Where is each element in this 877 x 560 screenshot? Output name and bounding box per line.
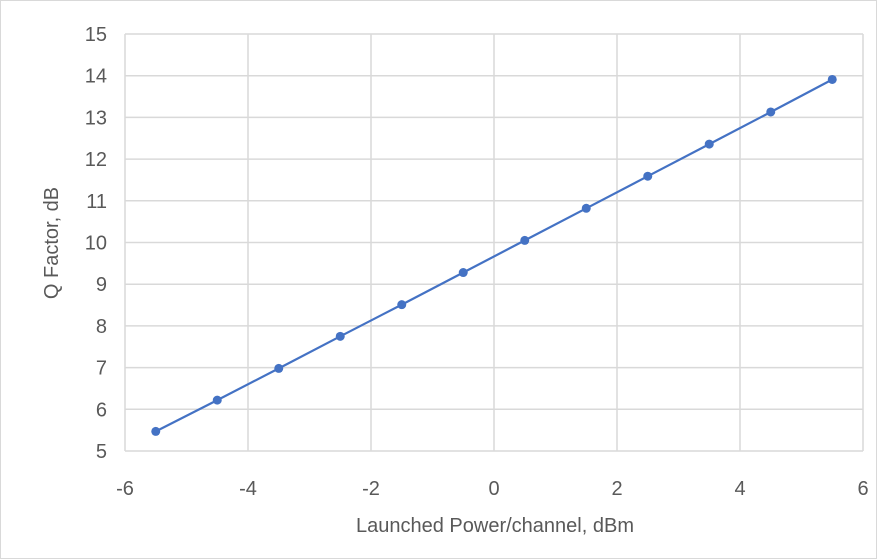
x-tick-label: -4: [239, 478, 257, 500]
data-point: [643, 171, 653, 181]
data-point: [274, 363, 284, 373]
x-tick-label: 6: [857, 478, 868, 500]
data-point: [458, 268, 468, 278]
data-point: [704, 139, 714, 149]
x-tick-label: -2: [362, 478, 380, 500]
y-tick-label: 12: [85, 149, 107, 171]
y-tick-label: 11: [86, 191, 107, 213]
data-point: [520, 235, 530, 245]
data-point: [212, 395, 222, 405]
data-point: [335, 331, 345, 341]
y-tick-label: 5: [96, 441, 107, 463]
x-tick-label: 4: [734, 478, 745, 500]
y-tick-label: 14: [85, 66, 107, 88]
x-tick-label: 0: [488, 478, 499, 500]
series-line: [155, 78, 833, 433]
data-point: [397, 300, 407, 310]
y-tick-label: 7: [96, 358, 107, 380]
y-axis-title: Q Factor, dB: [41, 187, 63, 299]
y-tick-label: 15: [85, 24, 107, 46]
data-series: [151, 74, 837, 436]
x-axis-ticks: -6 -4 -2 0 2 4 6: [116, 478, 868, 500]
y-tick-label: 13: [85, 107, 107, 129]
data-point: [151, 426, 161, 436]
y-axis-ticks: 5 6 7 8 9 10 11 12 13 14 15: [85, 24, 107, 463]
y-tick-label: 8: [96, 316, 107, 338]
y-tick-label: 9: [96, 274, 107, 296]
grid-lines: [124, 33, 864, 452]
data-point: [827, 74, 837, 84]
data-point: [766, 107, 776, 117]
x-axis-title: Launched Power/channel, dBm: [356, 515, 634, 537]
x-tick-label: 2: [611, 478, 622, 500]
x-tick-label: -6: [116, 478, 134, 500]
data-point: [581, 203, 591, 213]
y-tick-label: 10: [85, 233, 107, 255]
y-tick-label: 6: [96, 399, 107, 421]
